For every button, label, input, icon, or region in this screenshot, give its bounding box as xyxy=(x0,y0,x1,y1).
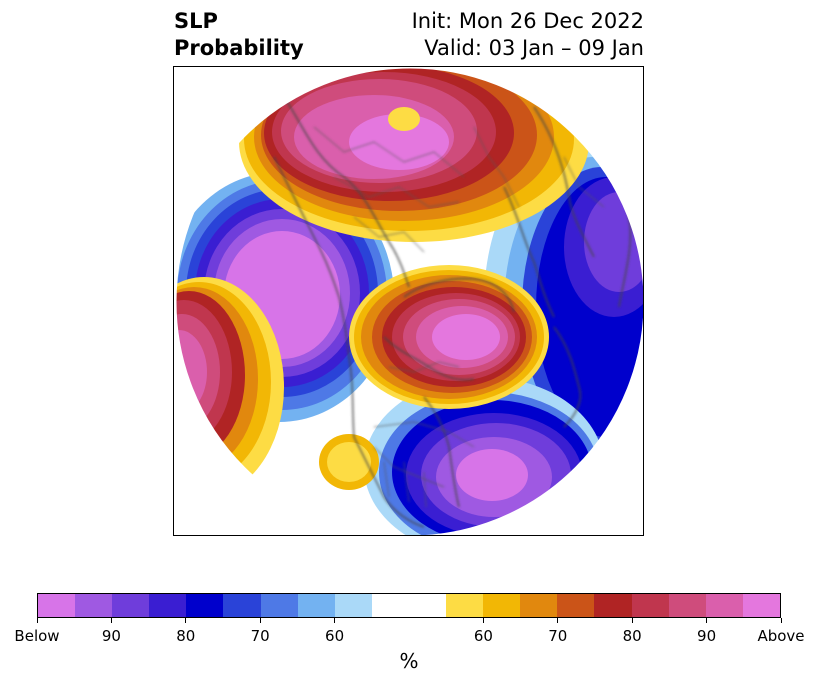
colorbar-above-bin-0 xyxy=(446,594,484,617)
colorbar-above-bin-5 xyxy=(631,594,669,617)
probability-map xyxy=(175,67,643,535)
colorbar-tick xyxy=(557,618,559,623)
colorbar-below-bin-4 xyxy=(186,594,224,617)
colorbar-tick-label: Below xyxy=(14,627,60,645)
colorbar-tick-label: 60 xyxy=(325,627,345,645)
colorbar-tick xyxy=(780,618,782,623)
colorbar-tick xyxy=(185,618,187,623)
colorbar-tick xyxy=(110,618,112,623)
colorbar-tick xyxy=(631,618,633,623)
above-anomaly-north xyxy=(239,68,589,242)
colorbar-tick-label: 60 xyxy=(473,627,493,645)
colorbar-above-bin-8 xyxy=(742,594,780,617)
colorbar-tick-label: 70 xyxy=(548,627,568,645)
colorbar-tick-label: 70 xyxy=(250,627,270,645)
colorbar-neutral-bin xyxy=(371,594,447,617)
colorbar-below-bin-1 xyxy=(75,594,113,617)
colorbar xyxy=(37,593,781,618)
colorbar-above-bin-2 xyxy=(520,594,558,617)
colorbar-above-bin-3 xyxy=(557,594,595,617)
colorbar-tick xyxy=(36,618,38,623)
colorbar-below-bin-7 xyxy=(297,594,335,617)
colorbar-below-bin-2 xyxy=(112,594,150,617)
colorbar-below-bin-3 xyxy=(149,594,187,617)
colorbar-below-bin-8 xyxy=(334,594,372,617)
colorbar-above-bin-4 xyxy=(594,594,632,617)
colorbar-tick-label: 80 xyxy=(176,627,196,645)
chart-title: SLP Probability xyxy=(174,9,304,60)
colorbar-tick xyxy=(482,618,484,623)
colorbar-tick-label: 80 xyxy=(622,627,642,645)
colorbar-tick-label: 90 xyxy=(697,627,717,645)
colorbar-below-bin-0 xyxy=(38,594,76,617)
colorbar-tick xyxy=(259,618,261,623)
colorbar-tick-label: 90 xyxy=(101,627,121,645)
colorbar-above-bin-6 xyxy=(668,594,706,617)
above-anomaly-center xyxy=(349,265,549,409)
colorbar-unit-label: % xyxy=(399,649,419,673)
colorbar-below-bin-5 xyxy=(223,594,261,617)
map-panel xyxy=(173,66,644,536)
political-borders xyxy=(313,126,605,508)
colorbar-above-bin-1 xyxy=(483,594,521,617)
colorbar-below-bin-6 xyxy=(260,594,298,617)
colorbar-tick xyxy=(706,618,708,623)
init-valid-dates: Init: Mon 26 Dec 2022 Valid: 03 Jan – 09… xyxy=(411,9,644,60)
colorbar-tick-label: Above xyxy=(757,627,805,645)
colorbar-tick xyxy=(334,618,336,623)
colorbar-above-bin-7 xyxy=(705,594,743,617)
